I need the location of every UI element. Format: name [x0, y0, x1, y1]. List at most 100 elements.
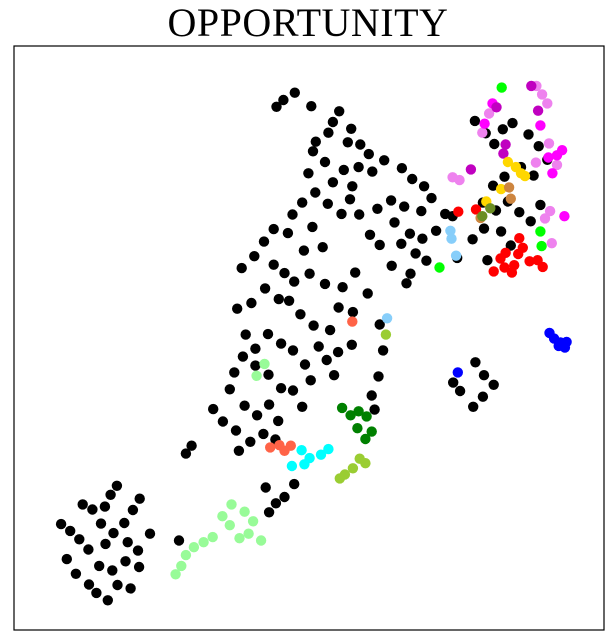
scatter-point: [559, 342, 571, 353]
scatter-point: [278, 94, 289, 106]
scatter-point: [374, 319, 385, 330]
scatter-point: [499, 171, 510, 182]
scatter-point: [347, 181, 358, 192]
scatter-point: [180, 549, 192, 561]
scatter-point: [401, 278, 412, 289]
scatter-point: [543, 152, 554, 163]
scatter-point: [491, 102, 502, 113]
scatter-point: [271, 101, 282, 113]
scatter-point: [467, 234, 478, 245]
scatter-point: [328, 370, 340, 381]
scatter-point: [324, 324, 336, 336]
scatter-point: [346, 123, 357, 134]
scatter-point: [336, 402, 348, 414]
scatter-point: [273, 293, 284, 305]
scatter-point: [319, 278, 331, 290]
scatter-point: [453, 206, 464, 217]
scatter-point: [134, 493, 145, 504]
scatter-point: [347, 306, 359, 318]
scatter-point: [105, 489, 116, 500]
scatter-point: [233, 445, 245, 456]
scatter-point: [405, 268, 416, 279]
scatter-point: [434, 262, 445, 273]
scatter-point: [543, 138, 555, 149]
scatter-point: [55, 518, 67, 530]
scatter-point: [366, 426, 377, 437]
scatter-point: [273, 415, 284, 427]
scatter-point: [232, 303, 243, 314]
scatter-point: [236, 262, 247, 274]
scatter-point: [379, 155, 390, 166]
scatter-point: [514, 233, 525, 244]
scatter-point: [396, 163, 408, 174]
points-layer: [55, 80, 572, 606]
scatter-point: [289, 478, 300, 490]
scatter-point: [250, 360, 261, 371]
scatter-point: [536, 89, 548, 100]
scatter-point: [319, 156, 331, 168]
scatter-point: [514, 207, 525, 218]
scatter-point: [259, 358, 270, 370]
scatter-point: [230, 425, 242, 436]
scatter-point: [247, 516, 259, 527]
scatter-point: [327, 116, 339, 128]
scatter-point: [360, 458, 371, 469]
scatter-point: [469, 115, 481, 127]
scatter-point: [239, 400, 250, 411]
scatter-point: [262, 328, 274, 340]
scatter-point: [87, 504, 98, 515]
scatter-point: [535, 226, 546, 237]
scatter-point: [347, 316, 358, 327]
scatter-point: [470, 357, 481, 368]
scatter-point: [450, 250, 462, 261]
scatter-point: [544, 205, 556, 217]
scatter-point: [303, 168, 314, 179]
scatter-point: [321, 354, 332, 366]
scatter-point: [240, 329, 251, 340]
scatter-point: [122, 537, 133, 548]
scatter-point: [112, 579, 123, 591]
scatter-point: [279, 491, 290, 503]
scatter-point: [507, 117, 518, 129]
scatter-point: [287, 385, 299, 396]
scatter-point: [477, 127, 488, 138]
scatter-point: [307, 221, 318, 233]
scatter-point: [338, 164, 349, 176]
scatter-point: [525, 216, 536, 227]
scatter-point: [308, 320, 319, 331]
scatter-point: [119, 517, 130, 529]
scatter-point: [342, 137, 353, 148]
scatter-point: [306, 101, 317, 112]
scatter-point: [478, 223, 490, 234]
scatter-point: [385, 195, 397, 206]
scatter-point: [70, 568, 82, 579]
scatter-point: [489, 138, 500, 150]
scatter-point: [83, 579, 95, 590]
scatter-point: [417, 233, 428, 244]
scatter-point: [497, 124, 508, 135]
scatter-point: [283, 295, 295, 306]
scatter-point: [477, 211, 488, 222]
scatter-point: [265, 442, 276, 453]
scatter-point: [448, 377, 459, 388]
scatter-point: [77, 499, 88, 510]
scatter-point: [542, 98, 553, 109]
scatter-point: [251, 410, 263, 421]
scatter-point: [258, 428, 269, 440]
scatter-point: [363, 148, 374, 160]
scatter-point: [369, 404, 380, 415]
scatter-point: [289, 87, 300, 98]
scatter-point: [386, 260, 397, 271]
scatter-point: [224, 520, 235, 531]
scatter-point: [465, 164, 477, 175]
scatter-point: [144, 528, 156, 539]
scatter-point: [208, 403, 219, 415]
scatter-point: [509, 260, 520, 271]
plot-frame: [13, 45, 605, 631]
scatter-point: [297, 401, 308, 412]
scatter-point: [74, 534, 85, 545]
scatter-point: [535, 199, 546, 211]
scatter-point: [263, 399, 275, 410]
scatter-point: [350, 267, 361, 278]
scatter-point: [445, 225, 456, 236]
